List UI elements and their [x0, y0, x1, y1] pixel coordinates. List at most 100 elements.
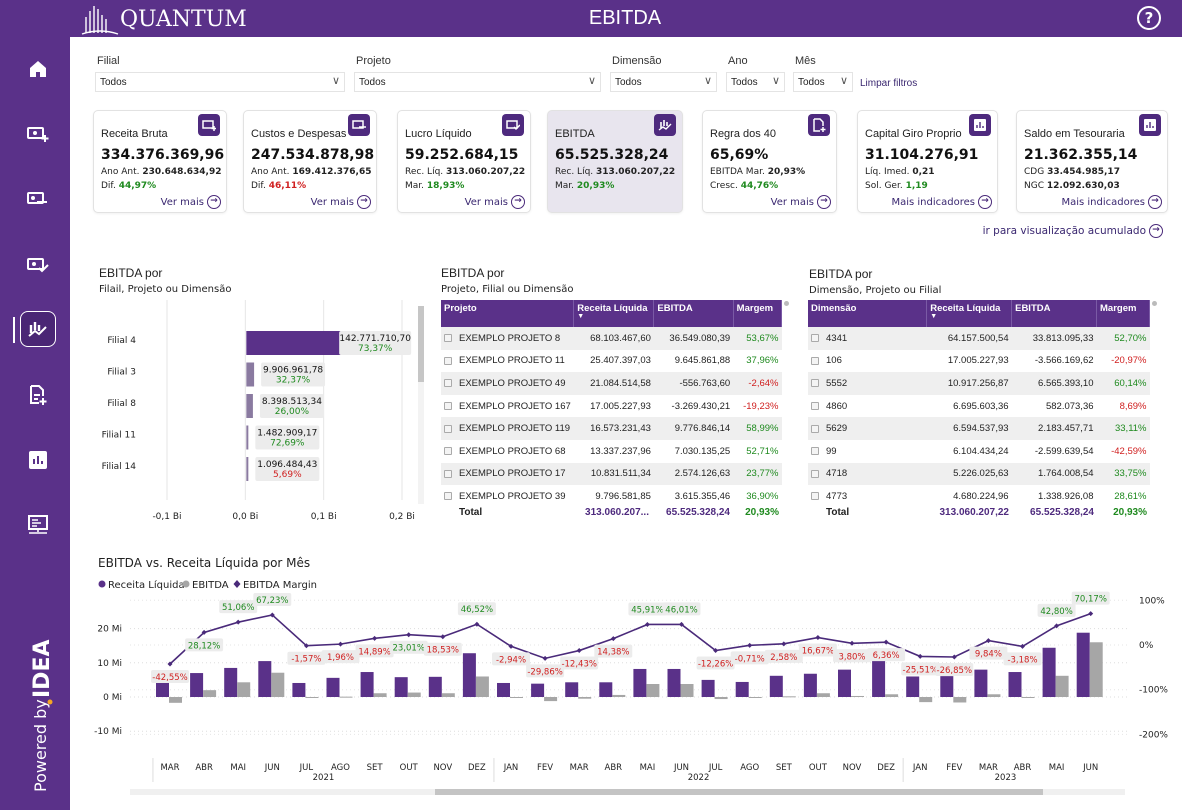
table-row[interactable]: 4860 6.695.603,36 582.073,36 8,69% — [808, 395, 1150, 418]
sidebar-item-monitor[interactable] — [20, 507, 56, 543]
bar-receita[interactable] — [735, 681, 749, 697]
bar-ebitda[interactable] — [885, 694, 899, 697]
sidebar-item-lucro[interactable] — [20, 247, 56, 283]
bar-receita[interactable] — [462, 653, 476, 697]
expand-icon[interactable] — [811, 492, 819, 501]
table-row[interactable]: 4718 5.226.025,63 1.764.008,54 33,75% — [808, 462, 1150, 486]
bar-receita[interactable] — [394, 677, 408, 697]
bar-receita[interactable] — [190, 673, 204, 697]
kpi-card-capital-giro-proprio[interactable]: Capital Giro Proprio 31.104.276,91 Líq. Im… — [857, 110, 998, 213]
bar-receita[interactable] — [1042, 647, 1056, 697]
table-row[interactable]: 4341 64.157.500,54 33.813.095,33 52,70% — [808, 327, 1150, 350]
margin-point[interactable] — [883, 639, 889, 645]
bar-ebitda[interactable] — [305, 697, 319, 698]
column-header[interactable]: Receita Líquida ▼ — [926, 300, 1013, 327]
sidebar-item-home[interactable] — [20, 51, 56, 87]
expand-icon[interactable] — [444, 447, 452, 456]
bar-ebitda[interactable] — [919, 697, 933, 703]
table-row[interactable]: 4773 4.680.224,96 1.338.926,08 28,61% — [808, 485, 1150, 508]
bar-chart-icon[interactable] — [969, 114, 991, 136]
bar-receita[interactable] — [565, 682, 579, 697]
scrollbar[interactable] — [784, 301, 789, 306]
bar-ebitda[interactable] — [169, 697, 182, 703]
card-link[interactable]: Ver mais → — [161, 195, 221, 209]
money-plus-icon[interactable] — [198, 114, 220, 136]
card-link[interactable]: Ver mais → — [311, 195, 371, 209]
bar-receita[interactable] — [974, 669, 988, 697]
accumulated-view-link[interactable]: ir para visualização acumulado → — [900, 224, 1163, 238]
margin-point[interactable] — [508, 643, 514, 649]
kpi-card-receita-bruta[interactable]: Receita Bruta 334.376.369,96 Ano Ant. 230.… — [93, 110, 227, 213]
expand-icon[interactable] — [811, 334, 819, 343]
column-header[interactable]: EBITDA — [653, 300, 734, 327]
ebitda-chart-icon[interactable] — [654, 114, 676, 136]
bar[interactable] — [246, 362, 255, 387]
bar-ebitda[interactable] — [782, 696, 796, 698]
expand-icon[interactable] — [444, 402, 452, 411]
bar-receita[interactable] — [326, 677, 340, 697]
sidebar-item-ebitda[interactable] — [20, 311, 56, 347]
kpi-card-ebitda[interactable]: EBITDA 65.525.328,24 Rec. Líq. 313.060.207… — [547, 110, 683, 213]
scrollbar[interactable] — [1152, 301, 1157, 306]
bar-ebitda[interactable] — [646, 684, 660, 697]
margin-point[interactable] — [849, 640, 855, 646]
expand-icon[interactable] — [811, 356, 819, 365]
bar-ebitda[interactable] — [237, 682, 251, 697]
help-icon[interactable]: ? — [1137, 6, 1161, 30]
bar-ebitda[interactable] — [1089, 642, 1103, 697]
table-row[interactable]: EXEMPLO PROJETO 119 16.573.231,43 9.776.84… — [441, 417, 782, 440]
column-header[interactable]: Projeto — [441, 300, 575, 327]
table-row[interactable]: 99 6.104.434,24 -2.599.639,54 -42,59% — [808, 440, 1150, 463]
margin-point[interactable] — [440, 634, 446, 640]
bar-receita[interactable] — [360, 672, 374, 697]
clear-filters-link[interactable]: Limpar filtros — [860, 78, 918, 89]
h-scrollbar-thumb[interactable] — [435, 789, 1043, 795]
margin-point[interactable] — [917, 653, 923, 659]
bar-ebitda[interactable] — [475, 676, 489, 697]
bar-receita[interactable] — [940, 676, 954, 697]
margin-point[interactable] — [338, 641, 343, 647]
card-link[interactable]: Ver mais → — [465, 195, 525, 209]
scrollbar-track[interactable] — [418, 306, 424, 504]
bar-ebitda[interactable] — [510, 697, 523, 698]
margin-point[interactable] — [167, 661, 173, 667]
margin-point[interactable] — [201, 629, 207, 635]
table-row[interactable]: 106 17.005.227,93 -3.566.169,62 -20,97% — [808, 350, 1150, 373]
column-header[interactable]: Receita Líquida ▼ — [573, 300, 655, 327]
money-minus-icon[interactable] — [348, 114, 370, 136]
bar-ebitda[interactable] — [271, 672, 285, 697]
bar-receita[interactable] — [224, 667, 238, 697]
table-row[interactable]: EXEMPLO PROJETO 68 13.337.237,96 7.030.135… — [441, 440, 782, 463]
bar[interactable] — [246, 457, 249, 481]
filter-dropdown-filial[interactable]: Todos ∨ — [95, 72, 345, 92]
bar-ebitda[interactable] — [578, 697, 592, 699]
margin-point[interactable] — [815, 635, 821, 641]
card-link[interactable]: Mais indicadores → — [1061, 195, 1162, 209]
bar-receita[interactable] — [531, 683, 545, 697]
bar-ebitda[interactable] — [987, 694, 1001, 697]
sidebar-item-receita[interactable] — [20, 116, 56, 152]
kpi-card-regra-dos-40[interactable]: Regra dos 40 65,69% EBITDA Mar. 20,93% Cres… — [702, 110, 837, 213]
margin-point[interactable] — [747, 642, 753, 648]
bar[interactable] — [246, 394, 253, 418]
column-header[interactable]: Margem — [733, 300, 783, 327]
bar-ebitda[interactable] — [612, 694, 626, 697]
bar-ebitda[interactable] — [544, 697, 558, 702]
bar-receita[interactable] — [258, 661, 272, 697]
bar-ebitda[interactable] — [953, 697, 967, 703]
table-row[interactable]: EXEMPLO PROJETO 167 17.005.227,93 -3.269.4… — [441, 395, 782, 418]
bar-receita[interactable] — [292, 682, 306, 697]
card-link[interactable]: Mais indicadores → — [891, 195, 992, 209]
bar-receita[interactable] — [701, 679, 715, 697]
table-row[interactable]: EXEMPLO PROJETO 39 9.796.581,85 3.615.355,… — [441, 485, 782, 508]
bar-chart-icon[interactable] — [1139, 114, 1161, 136]
bar-receita[interactable] — [803, 673, 817, 697]
bar-ebitda[interactable] — [373, 693, 387, 697]
expand-icon[interactable] — [811, 469, 819, 478]
card-link[interactable]: Ver mais → — [771, 195, 831, 209]
margin-point[interactable] — [610, 636, 616, 642]
table-row[interactable]: 5629 6.594.537,93 2.183.457,71 33,11% — [808, 417, 1150, 440]
bar-ebitda[interactable] — [339, 696, 353, 698]
bar-ebitda[interactable] — [851, 695, 864, 697]
margin-point[interactable] — [1020, 643, 1025, 649]
